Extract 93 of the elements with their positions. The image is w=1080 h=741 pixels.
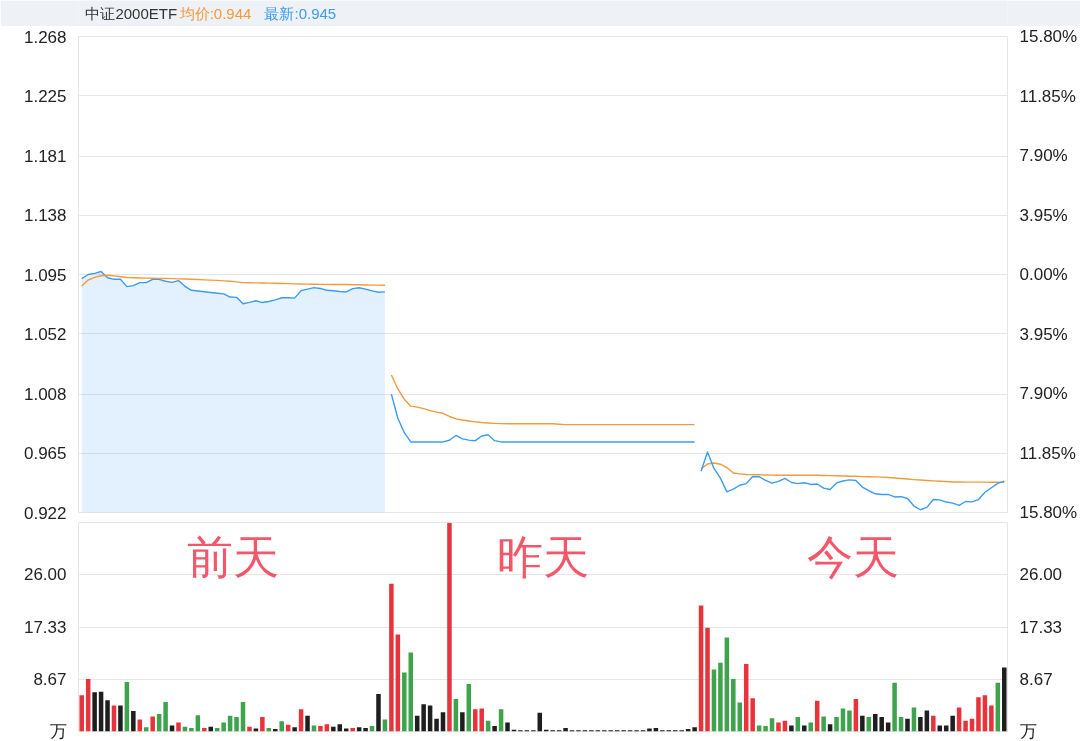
annotation: 前天 [187, 530, 280, 583]
y-tick-label: 万 [49, 722, 67, 741]
bar [821, 716, 826, 732]
y-tick-label: 1.225 [23, 86, 67, 106]
bar [176, 722, 181, 732]
bar [892, 682, 897, 732]
bar [718, 662, 723, 732]
bar [292, 727, 297, 732]
annotation: 昨天 [497, 530, 589, 583]
y2-tick-label: 8.67 [1019, 669, 1053, 689]
y-tick-label: 1.181 [23, 147, 67, 167]
line-series [390, 374, 696, 426]
bar [273, 729, 278, 732]
y-tick-label: 1.268 [23, 27, 67, 47]
text: 均价:0.944 [178, 5, 252, 22]
y2-tick-label: 万 [1019, 722, 1037, 741]
bar [318, 726, 323, 732]
y-tick-label: 1.052 [23, 324, 67, 344]
bar [808, 722, 813, 732]
bar [505, 722, 510, 732]
y2-tick-label: 17.33 [1019, 617, 1063, 637]
bar [79, 695, 84, 732]
bar [279, 721, 284, 732]
y2-tick-label: 0.00% [1019, 265, 1068, 284]
chart-title: 中证2000ETF [85, 5, 178, 22]
y2-tick-label: 11.85% [1019, 443, 1076, 463]
bar [189, 727, 194, 732]
line-series [390, 393, 696, 443]
y2-tick-label: 26.00 [1019, 565, 1063, 585]
y-tick-label: 8.67 [33, 669, 67, 689]
bar [376, 694, 381, 732]
bar [105, 700, 110, 732]
bar [731, 679, 736, 732]
y-tick-label: 26.00 [23, 565, 67, 585]
y2-tick-label: 15.80% [1019, 27, 1078, 46]
y2-tick-label: 15.80% [1019, 503, 1078, 522]
bar [860, 715, 865, 732]
y-tick-label: 1.008 [23, 385, 67, 405]
y-tick-label: 1.138 [23, 206, 67, 226]
bar [331, 726, 336, 732]
bar [118, 705, 123, 732]
line-series [700, 451, 1005, 511]
annotation: 今天 [806, 530, 899, 583]
y2-tick-label: 7.90% [1019, 384, 1068, 403]
bar [208, 726, 214, 732]
bar [847, 710, 852, 732]
bar [202, 727, 207, 732]
bar [750, 698, 755, 732]
bar [421, 704, 426, 732]
bar [931, 715, 936, 732]
bar [234, 717, 239, 732]
bar [163, 701, 168, 732]
bar [776, 722, 781, 732]
bar [389, 583, 394, 732]
bar [434, 718, 439, 732]
bar [350, 727, 355, 732]
bar [989, 705, 994, 732]
bar [763, 726, 768, 732]
text: 最新:0.945 [264, 5, 337, 22]
line-series [700, 462, 1005, 483]
bar [789, 725, 794, 732]
bar [705, 627, 710, 732]
y-tick-label: 17.33 [23, 617, 67, 637]
bar [260, 717, 265, 732]
y2-tick-label: 7.90% [1019, 146, 1068, 165]
bar [363, 727, 368, 732]
y-tick-label: 0.965 [23, 444, 67, 464]
y-tick-label: 0.922 [23, 503, 67, 523]
bar [1002, 667, 1007, 732]
y2-tick-label: 3.95% [1019, 205, 1068, 225]
bar [447, 522, 452, 732]
bar [221, 722, 226, 732]
bar [647, 728, 652, 732]
line-series [81, 274, 386, 287]
bar [150, 716, 155, 732]
bar [460, 712, 465, 732]
bar [918, 717, 923, 732]
bar [963, 720, 968, 732]
bar [563, 727, 568, 732]
y-tick-label: 1.095 [23, 265, 67, 285]
bar [92, 692, 97, 732]
bar [976, 697, 981, 732]
bar [802, 725, 807, 732]
bar [905, 718, 910, 732]
bar [247, 726, 252, 732]
y2-tick-label: 11.85% [1019, 86, 1076, 106]
bar [692, 727, 697, 732]
bar [950, 715, 955, 732]
bar [834, 717, 839, 732]
y2-tick-label: 3.95% [1019, 324, 1068, 344]
bar [492, 726, 497, 732]
bar [131, 711, 136, 732]
bar [305, 715, 310, 732]
